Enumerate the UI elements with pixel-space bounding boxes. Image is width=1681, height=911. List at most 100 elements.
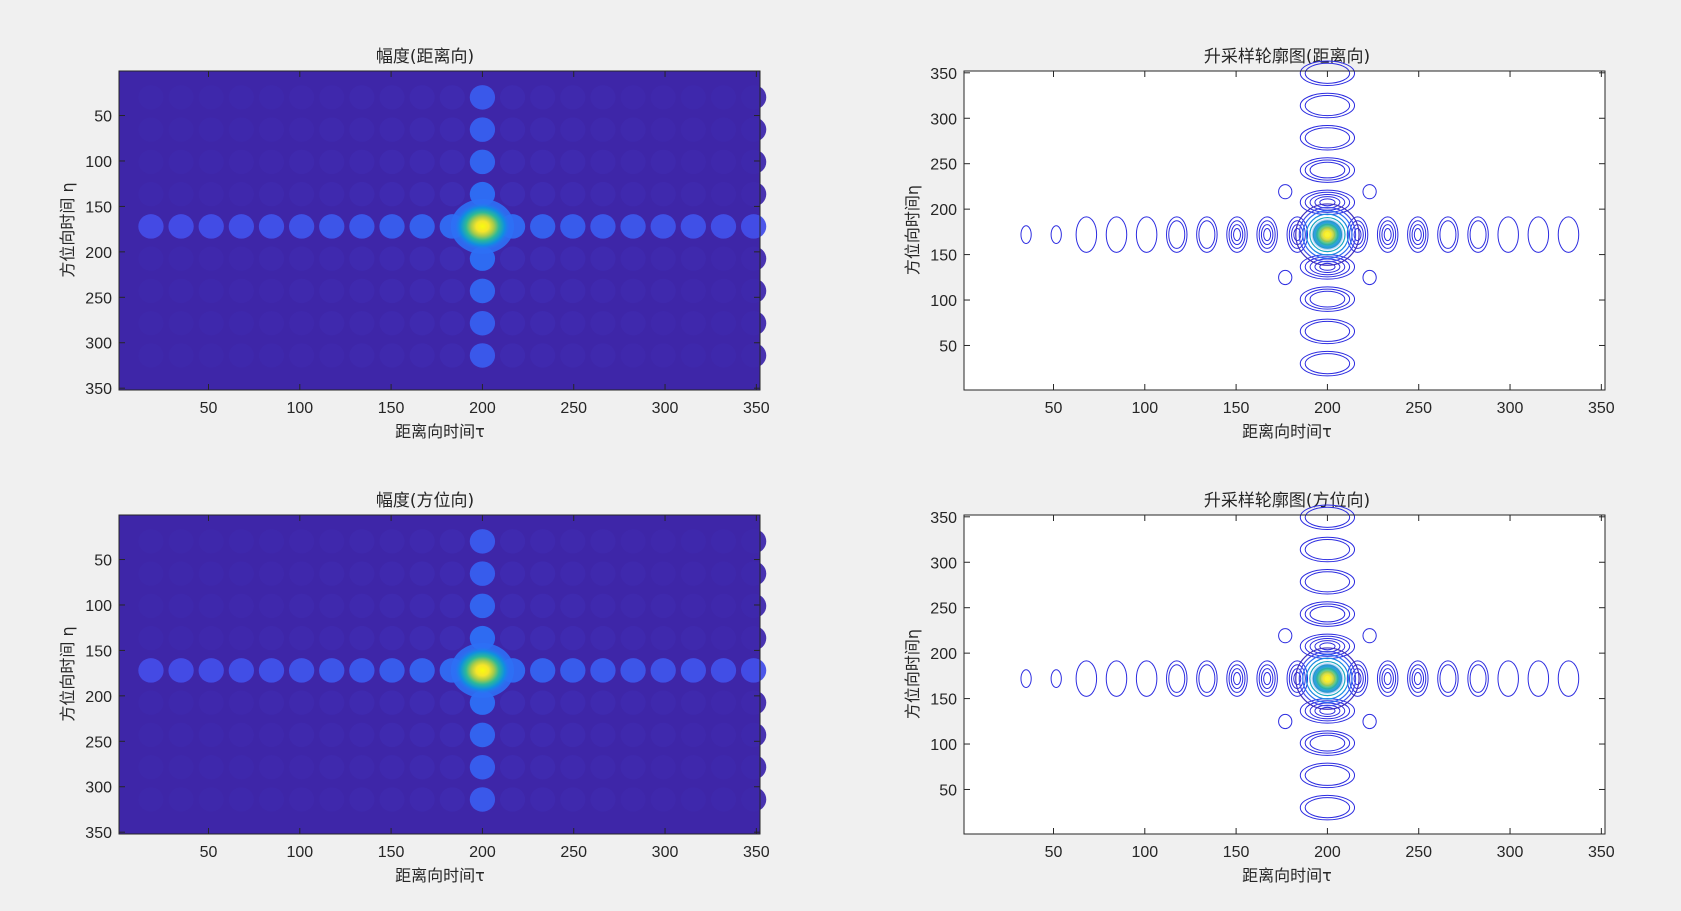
contour-line [1278,269,1293,286]
heatmap-cell [590,117,616,142]
heatmap-cell [409,214,435,239]
heatmap-cell [710,343,737,368]
heatmap-cell [469,278,496,304]
x-tick-label: 300 [1497,400,1524,417]
contour-line [1228,664,1246,693]
heatmap-cell [319,149,345,175]
contour-line [1230,668,1244,690]
contour-line [1527,660,1550,697]
contour-line [1299,504,1356,531]
heatmap-cell [349,310,375,336]
heatmap-cell [349,561,375,586]
contour-line [1411,668,1425,690]
heatmap-cell [680,278,706,304]
heatmap-cell [620,246,646,271]
heatmap-cell [469,85,496,110]
heatmap-cell [590,310,616,336]
heatmap-cell [198,754,224,780]
contour-line [1256,216,1278,253]
heatmap-cell [349,117,375,142]
x-tick-label: 150 [1223,400,1250,417]
heatmap-cell [198,278,224,304]
heatmap-cell [650,246,676,271]
heatmap-cell [319,214,345,239]
heatmap-cell [530,754,556,780]
contour-line [1362,184,1377,200]
contour-line [1304,700,1351,722]
heatmap-cell [740,561,767,586]
heatmap-cell [499,278,526,304]
contour-line [1314,196,1341,209]
contour-line [1105,216,1128,253]
heatmap-cell [590,343,616,368]
heatmap-cell [228,343,255,368]
heatmap-cell [560,181,586,207]
heatmap-cell [680,181,706,207]
heatmap-cell [620,722,646,748]
heatmap-cell [740,722,767,748]
heatmap-cell [319,246,345,271]
contour-line [1379,220,1397,249]
heatmap-cell [499,722,526,748]
heatmap-cell [138,117,164,142]
heatmap-cell [319,181,345,207]
heatmap-cell [650,343,676,368]
contour-line [1230,224,1244,246]
chart-title: 幅度(方位向) [376,491,474,511]
heatmap-cell [168,214,194,239]
heatmap-cell [409,310,435,336]
heatmap-cell [530,343,556,368]
heatmap-cell [288,787,315,812]
heatmap-cell [198,343,224,368]
heatmap-cell [288,658,315,683]
heatmap-cell [469,310,496,336]
y-tick-label: 200 [85,245,112,262]
y-tick-label: 50 [94,109,112,126]
heatmap-cell [228,85,255,110]
mainlobe-peak [453,202,512,251]
heatmap-cell [620,85,646,110]
contour-line [1286,216,1309,253]
mainlobe-peak [453,646,512,695]
y-axis-label: 方位向时间η [903,185,922,275]
x-axis-label: 距离向时间τ [1242,866,1332,885]
heatmap-cell [379,117,405,142]
heatmap-cell [620,561,646,586]
x-axis-label: 距离向时间τ [395,866,485,885]
heatmap-cell [379,310,405,336]
heatmap-cell [349,278,375,304]
heatmap-cell [138,343,164,368]
heatmap-cell [740,214,767,239]
heatmap-cell [439,690,465,715]
heatmap-cell [740,278,767,304]
heatmap-cell [439,85,465,110]
y-tick-label: 300 [85,336,112,353]
heatmap-cell [409,625,435,651]
contour-line [1467,660,1489,697]
heatmap-cell [319,117,345,142]
y-tick-label: 100 [930,293,957,310]
y-tick-label: 350 [930,510,957,527]
contour-line [1302,654,1353,704]
heatmap-cell [560,278,586,304]
contour-line [1050,225,1062,244]
contour-line [1105,660,1128,697]
heatmap-cell [349,593,375,619]
y-tick-label: 50 [939,338,957,355]
heatmap-cell [288,561,315,586]
contour-line [1413,672,1422,686]
contour-line [1413,228,1422,242]
contour-line [1362,713,1377,730]
heatmap-cell [379,658,405,683]
heatmap-cell [590,149,616,175]
heatmap-cell [379,214,405,239]
contour-line [1304,571,1351,593]
heatmap-cell [560,149,586,175]
y-tick-label: 50 [94,553,112,570]
heatmap-cell [138,722,164,748]
heatmap-cell [650,117,676,142]
heatmap-cell [680,214,706,239]
y-tick-label: 150 [85,643,112,660]
heatmap-cell [650,787,676,812]
heatmap-cell [620,149,646,175]
